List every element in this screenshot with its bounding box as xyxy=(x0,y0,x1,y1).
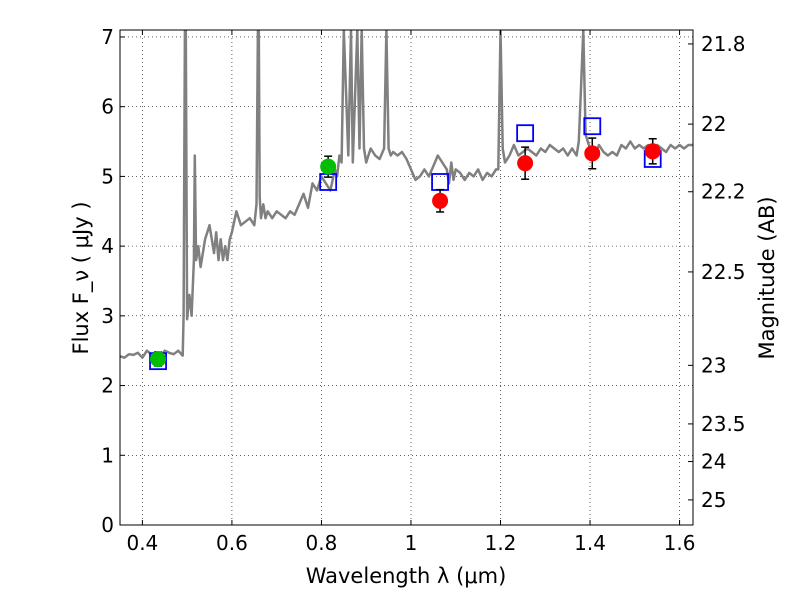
x-tick-label: 1.4 xyxy=(574,531,606,555)
x-tick-label: 0.4 xyxy=(126,531,158,555)
x-tick-label: 0.6 xyxy=(216,531,248,555)
y-tick-label: 2 xyxy=(101,374,114,398)
y-tick-label: 6 xyxy=(101,95,114,119)
x-tick-label: 1.6 xyxy=(664,531,696,555)
y-tick-label: 5 xyxy=(101,164,114,188)
grid xyxy=(120,30,693,526)
y2-tick-label: 21.8 xyxy=(701,32,746,56)
model-square-marker xyxy=(583,117,602,136)
x-tick-label: 1.2 xyxy=(485,531,517,555)
observed-point-marker xyxy=(644,143,661,160)
y2-tick-label: 22.2 xyxy=(701,180,746,204)
spectrum-line xyxy=(120,30,693,359)
observed-point-marker xyxy=(432,192,449,209)
y2-tick-label: 25 xyxy=(701,488,726,512)
observed-point-marker xyxy=(320,158,337,175)
y-tick-label: 0 xyxy=(101,513,114,537)
x-axis-label: Wavelength λ (μm) xyxy=(306,564,507,588)
y-tick-label: 1 xyxy=(101,443,114,467)
model-square-marker xyxy=(516,124,535,143)
y2-tick-label: 22 xyxy=(701,112,726,136)
observed-point-marker xyxy=(150,351,167,368)
photometry-points xyxy=(149,117,662,371)
y-tick-label: 3 xyxy=(101,304,114,328)
plot-frame xyxy=(119,29,694,526)
y2-tick-label: 22.5 xyxy=(701,260,746,284)
x-tick-label: 0.8 xyxy=(306,531,338,555)
template-spectrum xyxy=(120,30,693,359)
y2-tick-label: 23.5 xyxy=(701,412,746,436)
x-tick-label: 1 xyxy=(405,531,418,555)
observed-point-marker xyxy=(584,145,601,162)
y2-tick-label: 24 xyxy=(701,450,726,474)
y2-tick-label: 23 xyxy=(701,353,726,377)
y-tick-label: 7 xyxy=(101,25,114,49)
observed-point-marker xyxy=(517,155,534,172)
y-axis-label: Flux F_ν ( μJy ) xyxy=(69,201,94,354)
y-tick-label: 4 xyxy=(101,234,114,258)
y2-axis-label: Magnitude (AB) xyxy=(755,196,779,359)
